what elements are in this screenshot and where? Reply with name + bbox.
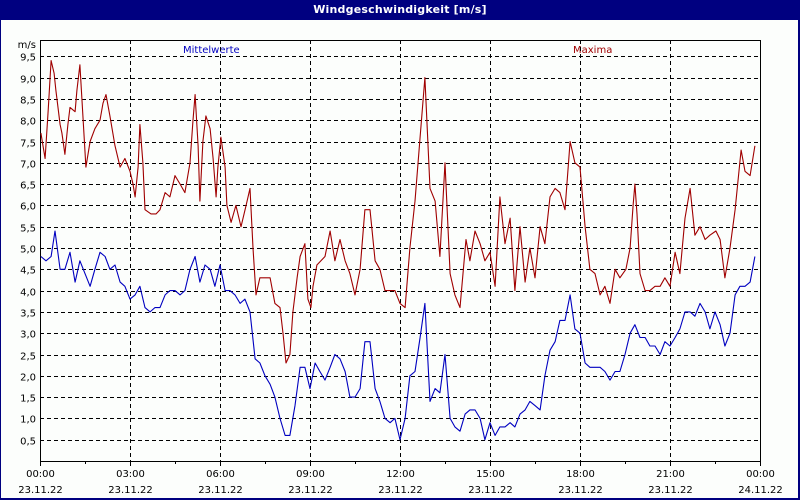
y-tick-label: 3,5	[20, 309, 36, 320]
chart-canvas: Mittelwerte Maxima 0,5 1,0 1,5 2,0 2,5 3,0 3,5…	[1, 20, 798, 498]
window-title: Windgeschwindigkeit [m/s]	[313, 3, 487, 16]
y-tick-label: 7,5	[20, 139, 36, 150]
y-tick-label: 3,0	[20, 330, 36, 341]
x-tick-date: 23.11.22	[558, 485, 603, 496]
x-tick-time: 00:00	[746, 469, 775, 480]
x-tick-time: 18:00	[566, 469, 595, 480]
x-tick-date: 24.11.22	[738, 485, 783, 496]
x-tick-time: 21:00	[656, 469, 685, 480]
y-axis-unit: m/s	[18, 40, 36, 51]
y-tick-label: 2,0	[20, 373, 36, 384]
series-mittelwerte	[40, 230, 756, 441]
x-tick-time: 00:00	[26, 469, 55, 480]
x-tick-date: 23.11.22	[198, 485, 243, 496]
x-tick-time: 06:00	[206, 469, 235, 480]
y-tick-label: 5,0	[20, 245, 36, 256]
y-tick-label: 9,5	[20, 53, 36, 64]
x-tick-time: 12:00	[386, 469, 415, 480]
line-chart: 0,5 1,0 1,5 2,0 2,5 3,0 3,5 4,0 4,5 5,0 5,5 6,0 6,5 7…	[18, 40, 783, 496]
y-tick-label: 7,0	[20, 160, 36, 171]
y-tick-label: 4,5	[20, 266, 36, 277]
y-tick-label: 8,0	[20, 117, 36, 128]
y-tick-label: 9,0	[20, 75, 36, 86]
y-tick-label: 2,5	[20, 352, 36, 363]
x-tick-date: 23.11.22	[648, 485, 693, 496]
y-tick-label: 0,5	[20, 437, 36, 448]
y-tick-label: 4,0	[20, 288, 36, 299]
x-tick-date: 23.11.22	[468, 485, 513, 496]
x-tick-time: 09:00	[296, 469, 325, 480]
y-tick-label: 6,5	[20, 181, 36, 192]
y-tick-label: 5,5	[20, 224, 36, 235]
y-tick-label: 6,0	[20, 202, 36, 213]
y-tick-label: 1,5	[20, 394, 36, 405]
x-tick-date: 23.11.22	[18, 485, 63, 496]
x-tick-time: 15:00	[476, 469, 505, 480]
x-tick-date: 23.11.22	[378, 485, 423, 496]
legend-mean: Mittelwerte	[183, 45, 240, 56]
x-tick-date: 23.11.22	[108, 485, 153, 496]
y-tick-label: 1,0	[20, 415, 36, 426]
legend-max: Maxima	[573, 45, 613, 56]
x-tick-time: 03:00	[116, 469, 145, 480]
y-tick-label: 8,5	[20, 96, 36, 107]
x-tick-date: 23.11.22	[288, 485, 333, 496]
plot-frame	[40, 40, 761, 462]
series-maxima	[40, 60, 756, 364]
